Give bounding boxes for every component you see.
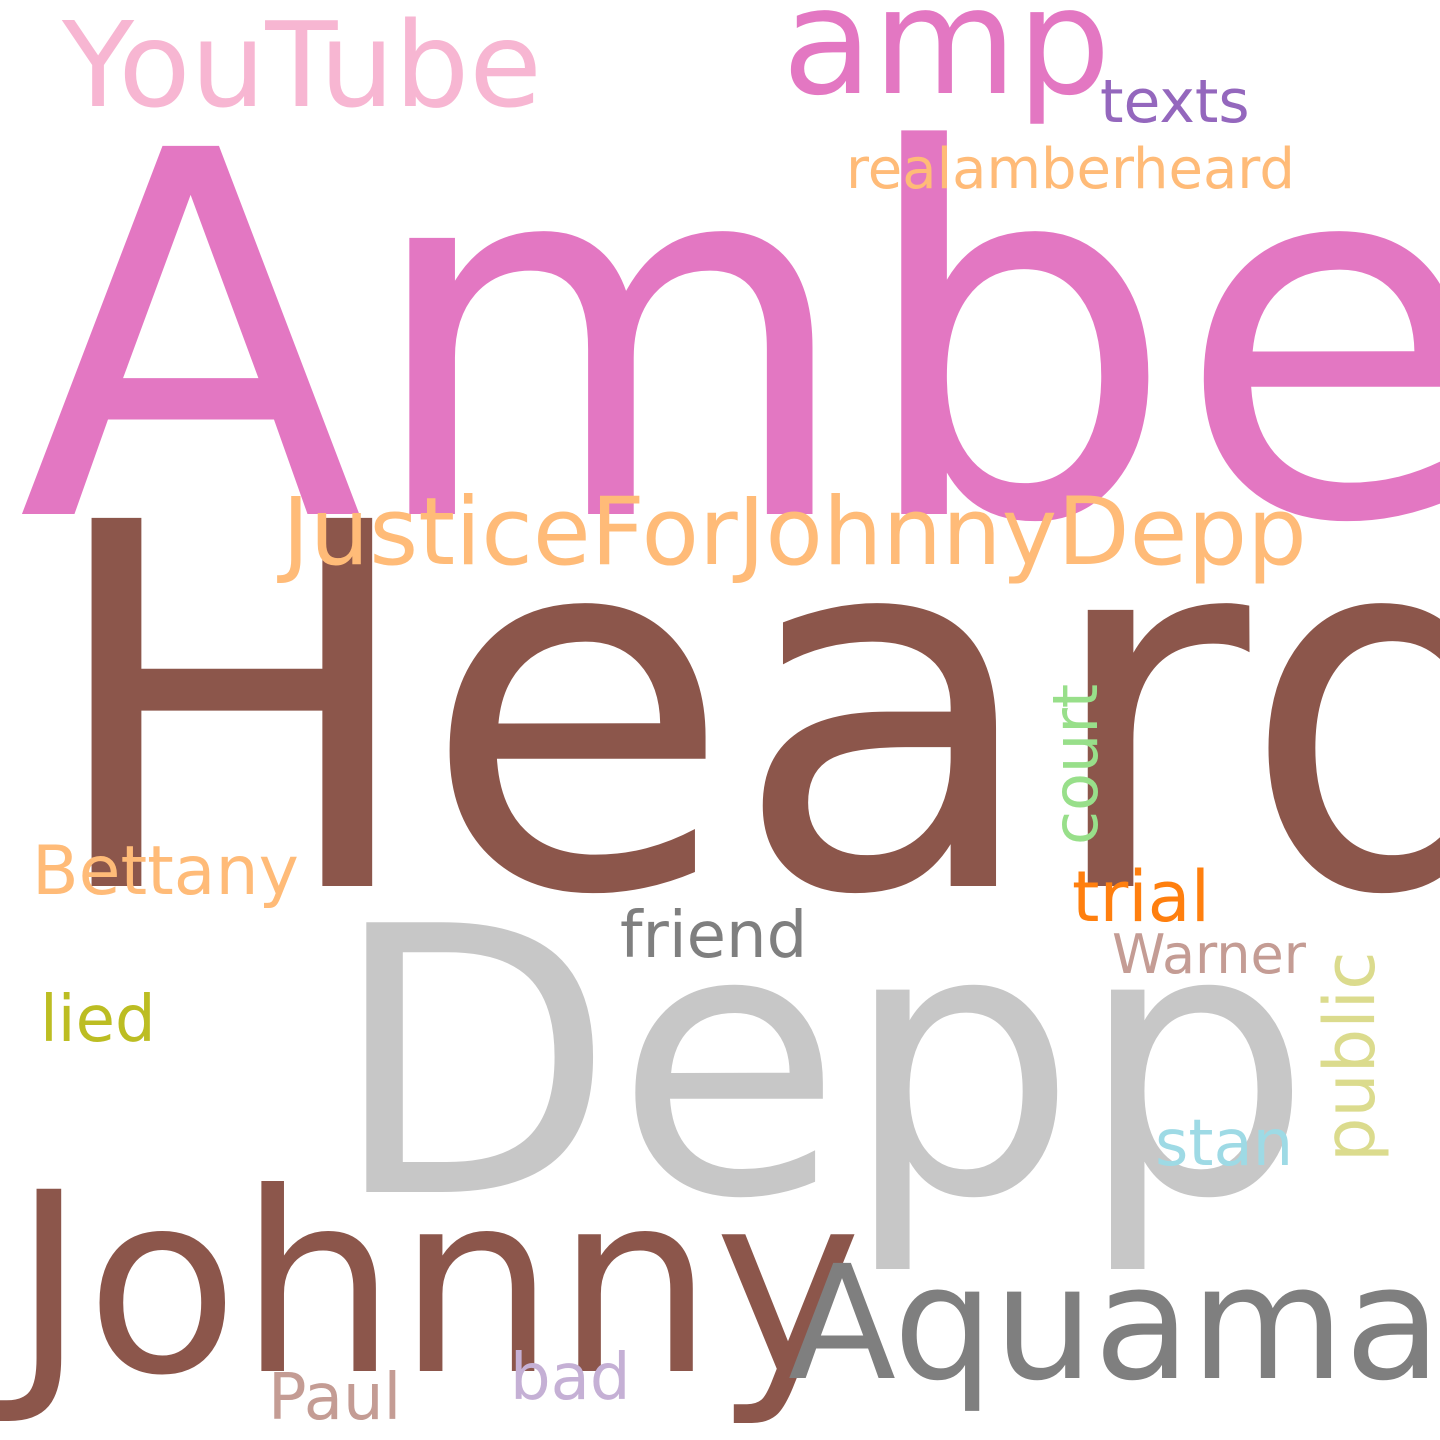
- word-bad: bad: [510, 1341, 631, 1415]
- word-public: public: [1309, 951, 1391, 1162]
- word-texts: texts: [1100, 67, 1250, 137]
- word-amp: amp: [782, 0, 1111, 128]
- word-bettany: Bettany: [32, 832, 299, 911]
- word-lied: lied: [40, 983, 156, 1057]
- word-realamberheard: realamberheard: [846, 137, 1295, 202]
- word-youtube: YouTube: [62, 0, 542, 134]
- word-friend: friend: [620, 899, 808, 973]
- word-warner: Warner: [1112, 923, 1306, 986]
- word-paul: Paul: [268, 1361, 402, 1435]
- word-aquaman: Aquaman: [788, 1232, 1440, 1416]
- word-depp: Depp: [330, 850, 1313, 1280]
- word-amber: Amber: [18, 46, 1440, 634]
- word-heard: Heard: [42, 418, 1440, 1006]
- word-justicefor: JusticeForJohnnyDepp: [282, 478, 1307, 587]
- word-johnny: Johnny: [12, 1139, 862, 1430]
- word-court: court: [1039, 683, 1112, 845]
- word-trial: trial: [1072, 856, 1211, 938]
- word-stan: stan: [1155, 1107, 1294, 1181]
